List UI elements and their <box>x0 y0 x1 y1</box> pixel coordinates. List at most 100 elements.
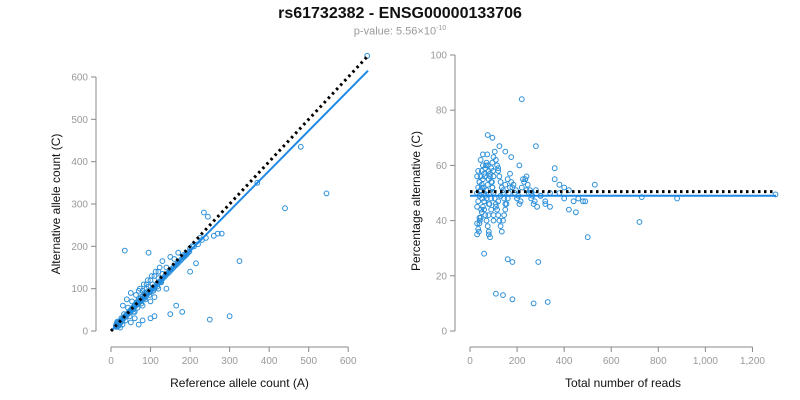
data-point <box>551 176 558 183</box>
data-point <box>547 203 553 210</box>
data-point <box>498 184 505 191</box>
data-point <box>496 173 503 180</box>
data-point <box>573 209 579 216</box>
data-point <box>218 230 225 237</box>
data-point <box>498 228 505 235</box>
data-point <box>507 170 513 177</box>
data-point <box>493 157 499 163</box>
data-point <box>481 206 488 213</box>
data-point <box>580 198 586 205</box>
data-point <box>489 179 495 185</box>
data-point <box>493 290 499 297</box>
data-point <box>125 304 131 311</box>
data-point <box>510 181 517 188</box>
data-point <box>139 317 146 324</box>
x-tick-label: 600 <box>340 356 357 367</box>
data-point <box>533 143 539 150</box>
data-point <box>561 195 568 202</box>
x-tick-label: 200 <box>509 356 526 367</box>
data-point <box>156 264 163 271</box>
data-point <box>570 198 577 205</box>
data-point <box>523 173 530 180</box>
data-point <box>495 165 502 172</box>
x-tick-label: 0 <box>467 356 473 367</box>
data-point <box>496 143 503 150</box>
data-point <box>477 217 483 224</box>
panel-right-scatter: 0 200 400 600 800 1,000 1,200 0 20 40 60 80 100 Total… <box>409 51 779 390</box>
y-tick-label: 0 <box>82 327 88 338</box>
data-point <box>475 226 482 232</box>
data-point <box>508 154 515 161</box>
x-tick-label: 500 <box>300 356 317 367</box>
x-tick-label: 600 <box>603 356 620 367</box>
data-point <box>509 296 516 303</box>
data-point <box>478 184 485 191</box>
data-point <box>501 212 508 219</box>
data-point <box>481 173 488 180</box>
reference-dotted-line <box>109 54 370 333</box>
data-point <box>484 151 491 158</box>
fit-line <box>110 69 369 332</box>
data-point <box>544 299 551 305</box>
data-point <box>140 281 147 288</box>
data-point <box>135 321 142 328</box>
x-tick-label: 1,200 <box>740 356 765 367</box>
y-axis-title: Percentage alternative (C) <box>409 131 423 271</box>
data-point <box>484 223 491 230</box>
data-point <box>485 231 492 238</box>
data-point <box>494 206 501 213</box>
data-point <box>477 214 484 221</box>
data-point <box>482 212 489 219</box>
y-tick-label: 200 <box>71 242 88 253</box>
data-point <box>502 148 509 155</box>
pvalue-subtitle: p-value: 5.56×10-10 <box>0 25 800 38</box>
data-point <box>167 311 174 318</box>
data-point <box>496 217 503 224</box>
data-point <box>144 277 151 284</box>
data-point <box>297 143 304 150</box>
data-point <box>561 184 568 191</box>
data-point <box>636 219 643 225</box>
data-point <box>475 198 482 205</box>
data-point <box>530 300 537 307</box>
data-point <box>120 302 126 309</box>
data-point <box>490 212 497 219</box>
pvalue-exponent: -10 <box>436 25 447 32</box>
data-point <box>476 179 483 185</box>
data-point <box>137 285 143 292</box>
y-tick-label: 100 <box>71 284 88 295</box>
x-tick-label: 400 <box>261 356 278 367</box>
data-point <box>484 132 491 138</box>
pvalue-text: p-value: 5.56×10 <box>353 25 437 38</box>
x-axis-title: Reference allele count (A) <box>170 376 309 390</box>
y-tick-label: 20 <box>436 271 448 282</box>
data-point <box>490 217 497 224</box>
data-point <box>127 319 134 326</box>
data-point <box>486 201 493 207</box>
data-point <box>122 317 129 324</box>
data-point <box>159 258 166 265</box>
data-point <box>500 217 506 224</box>
data-point <box>487 234 493 241</box>
data-point <box>517 198 524 205</box>
x-tick-label: 800 <box>650 356 667 367</box>
y-tick-label: 100 <box>430 51 447 62</box>
y-tick-label: 500 <box>71 115 88 126</box>
data-point <box>542 201 549 207</box>
y-tick-label: 300 <box>71 200 88 211</box>
data-point <box>214 230 221 237</box>
data-point <box>483 162 489 169</box>
data-point <box>674 195 680 202</box>
data-point <box>488 206 495 213</box>
panel-left-scatter: 0 100 200 300 400 500 600 0 100 200 300 400 500 600 Re… <box>49 52 371 390</box>
x-tick-label: 100 <box>142 356 159 367</box>
data-point <box>476 220 483 227</box>
data-point <box>163 285 170 292</box>
data-point <box>323 190 330 197</box>
data-point <box>516 162 523 169</box>
data-point <box>772 191 779 198</box>
data-point <box>129 298 135 305</box>
data-point <box>480 162 486 169</box>
data-point <box>171 256 178 262</box>
data-point <box>282 205 288 212</box>
